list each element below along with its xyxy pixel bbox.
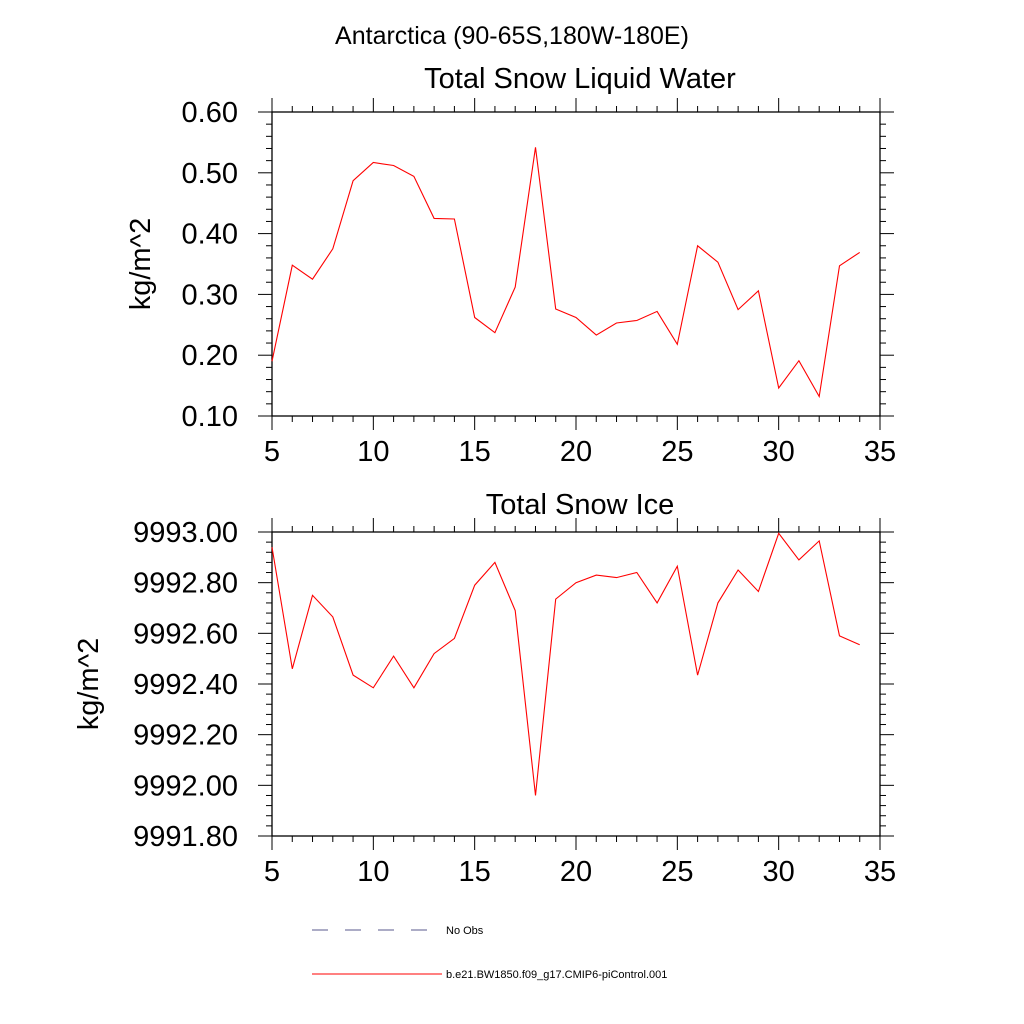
y-tick-label: 0.20	[182, 340, 238, 372]
series-line	[271, 147, 861, 399]
y-tick-label: 9992.40	[133, 669, 238, 701]
x-tick-label: 5	[264, 856, 280, 888]
y-tick-label: 9993.00	[133, 517, 238, 549]
chart-panels: Total Snow Liquid Water kg/m^2 5 10 15 20 25 30…	[73, 63, 896, 888]
y-tick-label: 0.50	[182, 158, 238, 190]
legend-label-2: b.e21.BW1850.f09_g17.CMIP6-piControl.001	[446, 969, 667, 981]
y-tick-label: 0.60	[182, 97, 238, 129]
y-tick-label: 9992.20	[133, 720, 238, 752]
figure-suptitle: Antarctica (90-65S,180W-180E)	[335, 22, 689, 50]
x-tick-label: 20	[560, 436, 592, 468]
y-axis-label: kg/m^2	[125, 218, 157, 311]
y-tick-label: 9992.00	[133, 770, 238, 802]
y-tick-label: 0.40	[182, 219, 238, 251]
x-tick-label: 30	[763, 436, 795, 468]
plot-frame	[271, 531, 881, 837]
x-tick-label: 35	[864, 856, 896, 888]
x-tick-label: 25	[661, 436, 693, 468]
y-axis-label: kg/m^2	[73, 638, 105, 731]
panel-2: Total Snow Ice kg/m^2 5 10 15 20 25 30 35 9991.80…	[73, 489, 896, 888]
x-tick-label: 15	[459, 856, 491, 888]
chart-legend: No Obs b.e21.BW1850.f09_g17.CMIP6-piContr…	[312, 925, 667, 981]
panel-title: Total Snow Liquid Water	[424, 63, 736, 95]
y-tick-label: 9992.80	[133, 568, 238, 600]
series-line	[271, 532, 860, 796]
x-tick-label: 25	[661, 856, 693, 888]
legend-label-1: No Obs	[446, 925, 484, 937]
x-tick-label: 35	[864, 436, 896, 468]
x-tick-label: 10	[357, 436, 389, 468]
panel-title: Total Snow Ice	[486, 489, 675, 521]
x-tick-label: 5	[264, 436, 280, 468]
x-tick-label: 10	[357, 856, 389, 888]
y-tick-label: 0.30	[182, 279, 238, 311]
x-tick-label: 20	[560, 856, 592, 888]
plot-frame	[271, 111, 881, 417]
panel-1: Total Snow Liquid Water kg/m^2 5 10 15 20 25 30…	[125, 63, 896, 468]
y-tick-label: 0.10	[182, 401, 238, 433]
y-tick-label: 9992.60	[133, 618, 238, 650]
x-tick-label: 30	[763, 856, 795, 888]
x-tick-label: 15	[459, 436, 491, 468]
y-tick-label: 9991.80	[133, 821, 238, 853]
